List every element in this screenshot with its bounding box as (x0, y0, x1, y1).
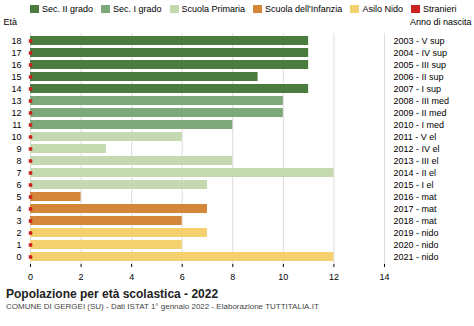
svg-text:16: 16 (11, 60, 21, 70)
svg-text:2006 - II sup: 2006 - II sup (394, 72, 444, 82)
html-text:COMUNE DI GERGEI (SU) - Dati I: COMUNE DI GERGEI (SU) - Dati ISTAT 1° ge… (6, 302, 319, 311)
svg-text:2014 - II el: 2014 - II el (394, 168, 437, 178)
svg-text:1: 1 (16, 240, 21, 250)
svg-text:14: 14 (379, 272, 389, 282)
svg-text:13: 13 (11, 96, 21, 106)
svg-text:10: 10 (11, 132, 21, 142)
svg-text:9: 9 (16, 144, 21, 154)
svg-text:6: 6 (180, 272, 185, 282)
svg-text:2004 - IV sup: 2004 - IV sup (394, 48, 448, 58)
html-text:Asilo Nido: Asilo Nido (362, 4, 403, 14)
svg-text:8: 8 (230, 272, 235, 282)
html-text:Sec. II grado: Sec. II grado (42, 4, 93, 14)
svg-text:2008 - III med: 2008 - III med (394, 96, 450, 106)
svg-text:18: 18 (11, 36, 21, 46)
svg-text:2011 - V el: 2011 - V el (394, 132, 437, 142)
svg-text:2003 - V sup: 2003 - V sup (394, 36, 445, 46)
svg-text:14: 14 (11, 84, 21, 94)
svg-text:4: 4 (16, 204, 21, 214)
svg-text:5: 5 (16, 192, 21, 202)
svg-text:2018 - mat: 2018 - mat (394, 216, 438, 226)
svg-text:Anno di nascita: Anno di nascita (410, 17, 472, 27)
svg-text:2005 - III sup: 2005 - III sup (394, 60, 447, 70)
html-text:Scuola Primaria: Scuola Primaria (181, 4, 246, 14)
svg-text:4: 4 (129, 272, 134, 282)
svg-text:2021 - nido: 2021 - nido (394, 252, 439, 262)
svg-text:2020 - nido: 2020 - nido (394, 240, 439, 250)
svg-text:12: 12 (11, 108, 21, 118)
svg-text:17: 17 (11, 48, 21, 58)
svg-text:2007 - I sup: 2007 - I sup (394, 84, 442, 94)
svg-text:8: 8 (16, 156, 21, 166)
svg-text:2016 - mat: 2016 - mat (394, 192, 438, 202)
svg-text:15: 15 (11, 72, 21, 82)
svg-text:12: 12 (329, 272, 339, 282)
svg-text:10: 10 (278, 272, 288, 282)
svg-text:6: 6 (16, 180, 21, 190)
svg-text:2010 - I med: 2010 - I med (394, 120, 445, 130)
svg-text:2: 2 (79, 272, 84, 282)
html-text:Scuola dell'Infanzia: Scuola dell'Infanzia (265, 4, 343, 14)
html-text:Popolazione per età scolastica: Popolazione per età scolastica - 2022 (6, 287, 219, 301)
html-text:Sec. I grado: Sec. I grado (113, 4, 162, 14)
svg-text:0: 0 (28, 272, 33, 282)
svg-text:7: 7 (16, 168, 21, 178)
svg-text:2: 2 (16, 228, 21, 238)
svg-text:11: 11 (12, 120, 21, 130)
svg-text:3: 3 (16, 216, 21, 226)
svg-text:2013 - III el: 2013 - III el (394, 156, 439, 166)
svg-text:2017 - mat: 2017 - mat (394, 204, 438, 214)
html-text:Stranieri: Stranieri (422, 4, 457, 14)
svg-text:2015 - I el: 2015 - I el (394, 180, 434, 190)
svg-text:2019 - nido: 2019 - nido (394, 228, 439, 238)
svg-text:Età: Età (4, 17, 18, 27)
svg-text:0: 0 (16, 252, 21, 262)
svg-text:2012 - IV el: 2012 - IV el (394, 144, 440, 154)
svg-text:2009 - II med: 2009 - II med (394, 108, 447, 118)
